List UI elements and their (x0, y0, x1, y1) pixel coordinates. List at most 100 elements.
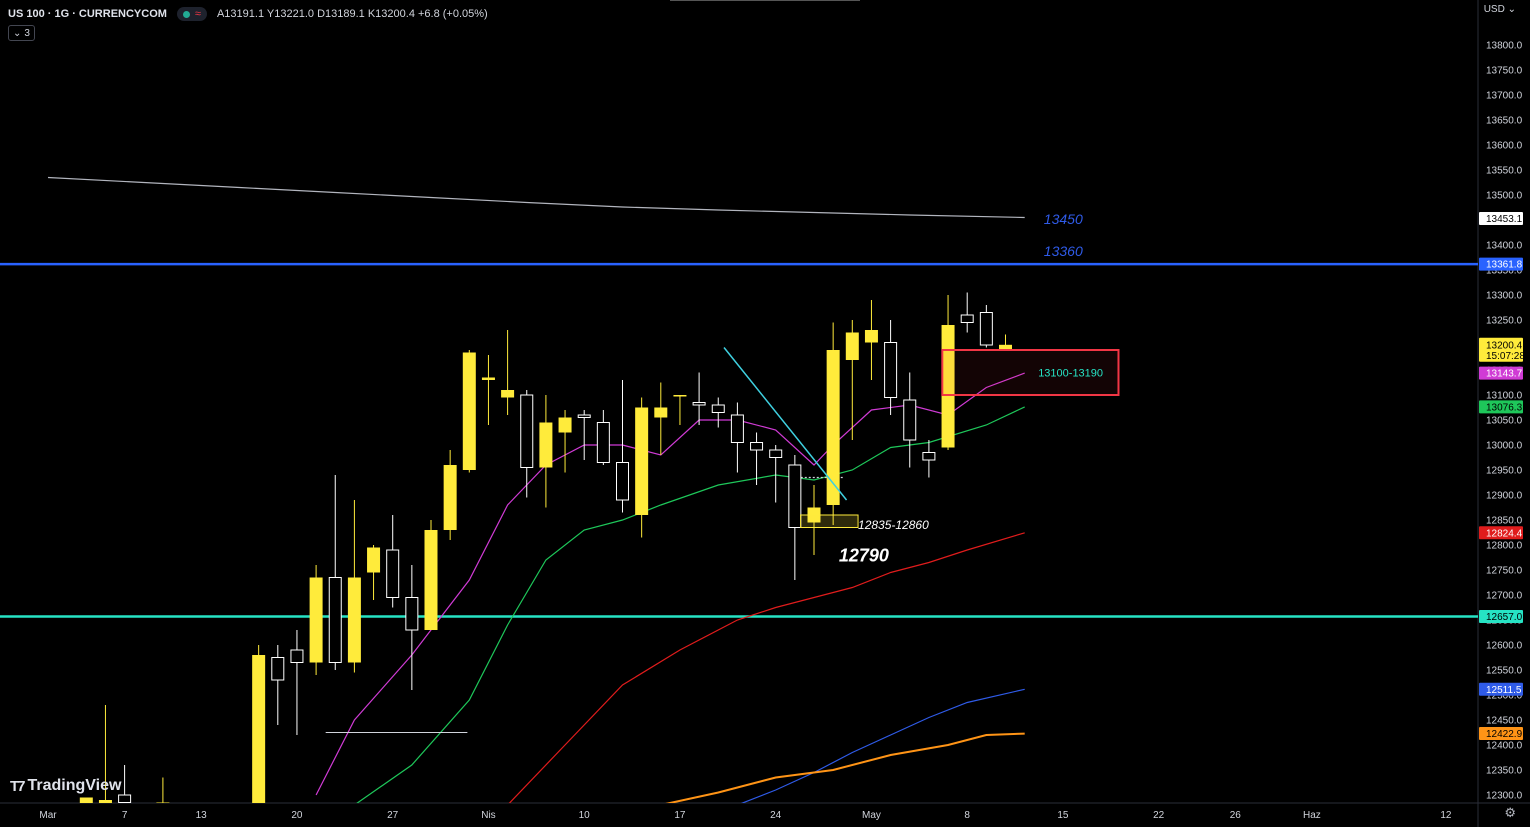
trend-line (723, 347, 848, 501)
annotation-label[interactable]: 13100-13190 (1038, 368, 1103, 380)
candle-body (711, 404, 725, 413)
x-tick-label: 24 (770, 810, 782, 821)
candle-body (577, 414, 591, 418)
y-tick-label: 12350.0 (1486, 766, 1523, 777)
price-axis-label: 12422.9 (1486, 729, 1523, 740)
candle-body (558, 417, 572, 433)
gear-icon[interactable]: ⚙ (1504, 805, 1516, 820)
tradingview-logo[interactable]: T7 TradingView (10, 777, 121, 795)
price-axis-label-bg (1479, 610, 1523, 623)
candle-body (788, 464, 802, 528)
y-tick-label: 12700.0 (1486, 591, 1523, 602)
plot-layer: 13450 13360 12835-12860 12790 13100-13190 (0, 176, 1478, 803)
candle-body (481, 377, 495, 380)
currency-selector[interactable]: USD ⌄ (1484, 4, 1516, 15)
ohlc-values: A13191.1 Y13221.0 D13189.1 K13200.4 +6.8… (216, 8, 488, 20)
candle-body (654, 407, 668, 418)
candle-body (960, 314, 974, 323)
top-drag-handle[interactable] (670, 0, 860, 1)
candle-body (271, 657, 285, 681)
price-axis-label-bg (1479, 682, 1523, 696)
price-axis-label: 12657.0 (1486, 612, 1523, 623)
candle-body (386, 549, 400, 598)
moving-average-red (508, 532, 1025, 803)
annotation-label[interactable]: 12835-12860 (858, 518, 929, 532)
candle-body (79, 797, 93, 803)
y-tick-label: 13700.0 (1486, 91, 1523, 102)
candle-body (501, 390, 515, 398)
x-tick-label: 13 (196, 810, 208, 821)
annotation-label[interactable]: 13450 (1044, 211, 1083, 227)
y-tick-label: 12600.0 (1486, 641, 1523, 652)
y-tick-label: 12400.0 (1486, 741, 1523, 752)
annotation-label[interactable]: 12790 (839, 546, 889, 566)
y-tick-label: 13500.0 (1486, 191, 1523, 202)
price-axis-label: 13453.1 (1486, 214, 1523, 225)
candle-body (156, 802, 170, 803)
tv-logo-icon: T7 (10, 777, 25, 795)
y-tick-label: 13600.0 (1486, 141, 1523, 152)
y-tick-label: 12900.0 (1486, 491, 1523, 502)
y-tick-label: 12450.0 (1486, 716, 1523, 727)
candle-body (979, 312, 993, 346)
candle-body (118, 794, 132, 803)
candle-body (635, 407, 649, 515)
wave-icon: ≈ (194, 8, 201, 20)
candle-body (596, 422, 610, 463)
symbol-title[interactable]: US 100 · 1G · CURRENCYCOM (8, 8, 167, 20)
y-tick-label: 12750.0 (1486, 566, 1523, 577)
x-tick-label: 8 (964, 810, 970, 821)
y-tick-label: 13000.0 (1486, 441, 1523, 452)
y-tick-label: 12500.0 (1486, 691, 1523, 702)
candle-body (999, 344, 1012, 350)
currency-label: USD (1483, 4, 1505, 15)
status-pill[interactable]: ≈ (176, 7, 207, 21)
x-tick-label: 7 (122, 810, 128, 821)
zone-box (941, 349, 1120, 396)
candle-body (884, 342, 898, 398)
y-tick-label: 13250.0 (1486, 316, 1523, 327)
candle-body (750, 442, 764, 451)
y-tick-label: 13750.0 (1486, 66, 1523, 77)
indicators-collapse-button[interactable]: ⌄ 3 (8, 25, 35, 41)
price-axis-label: 13143.7 (1486, 369, 1523, 380)
price-axis-label: 13200.4 (1486, 340, 1523, 351)
x-tick-label: 12 (1440, 810, 1452, 821)
candle-body (462, 352, 476, 470)
moving-average-orange (665, 732, 1025, 803)
candle-body (692, 402, 706, 406)
small-zone-box (800, 514, 859, 528)
candle-body (309, 577, 323, 663)
y-tick-label: 12850.0 (1486, 516, 1523, 527)
x-tick-label: 26 (1230, 810, 1242, 821)
logo-text: TradingView (27, 777, 122, 794)
x-tick-label: 10 (579, 810, 591, 821)
candle-body (730, 414, 744, 443)
candle-body (903, 399, 917, 441)
y-tick-label: 12550.0 (1486, 666, 1523, 677)
price-axis-label-bg (1479, 211, 1523, 225)
candle-body (826, 350, 840, 505)
chevron-down-icon: ⌄ (13, 27, 22, 39)
candle-body (405, 597, 419, 631)
price-axis-label-bg (1479, 727, 1523, 741)
candle-body (520, 394, 534, 468)
y-tick-label: 13050.0 (1486, 416, 1523, 427)
candle-body (328, 577, 342, 663)
y-tick-label: 13550.0 (1486, 166, 1523, 177)
annotation-label[interactable]: 13360 (1044, 243, 1083, 259)
legend-bar: US 100 · 1G · CURRENCYCOM ≈ A13191.1 Y13… (8, 6, 488, 22)
x-tick-label: 22 (1153, 810, 1165, 821)
candle-body (424, 530, 438, 630)
candle-body (539, 422, 553, 468)
candle-body (443, 465, 457, 530)
y-tick-label: 13100.0 (1486, 391, 1523, 402)
y-tick-label: 12300.0 (1486, 791, 1523, 802)
x-tick-label: Mar (39, 810, 57, 821)
x-tick-label: May (862, 810, 881, 821)
y-tick-label: 13350.0 (1486, 266, 1523, 277)
candle-body (769, 449, 783, 458)
y-tick-label: 13300.0 (1486, 291, 1523, 302)
candle-body (98, 800, 112, 803)
